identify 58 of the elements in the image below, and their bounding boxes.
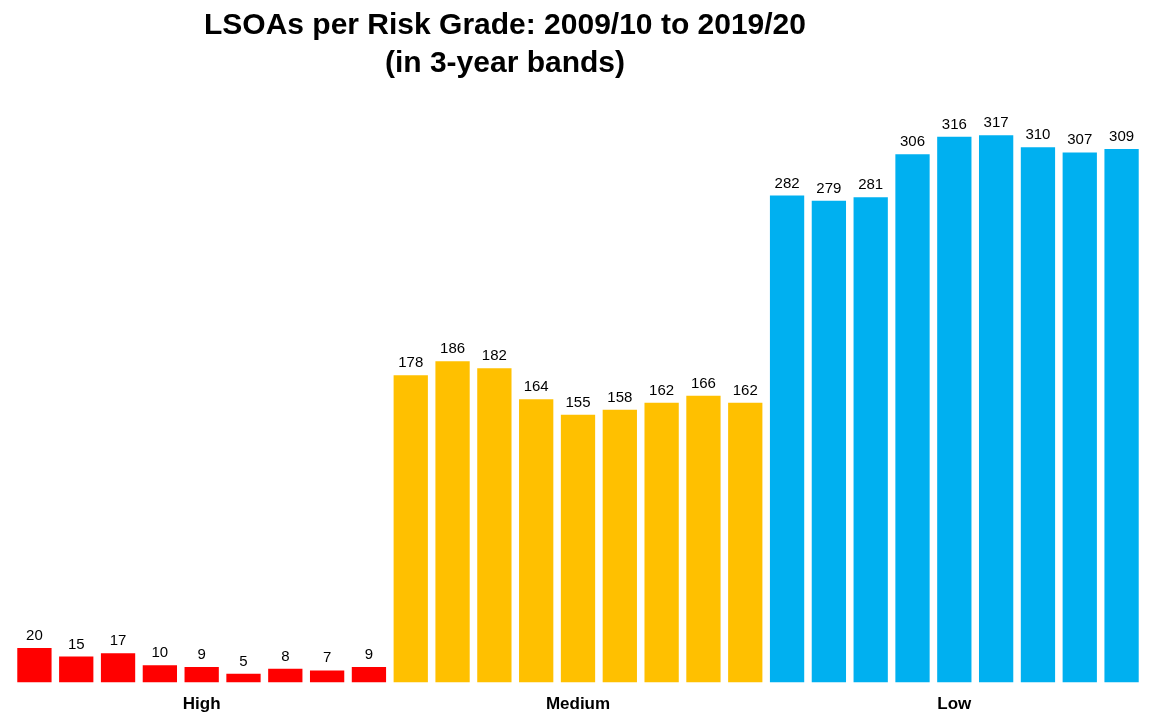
bar (644, 402, 679, 683)
bar (1020, 147, 1056, 683)
bar (309, 670, 345, 683)
data-label: 316 (941, 114, 967, 132)
x-tick-label: Low (937, 693, 973, 713)
data-label: 162 (732, 380, 758, 398)
bar (351, 666, 387, 683)
bar (435, 361, 470, 683)
bar (560, 414, 596, 683)
data-label: 166 (690, 373, 716, 391)
data-label: 164 (523, 377, 549, 395)
bar (226, 673, 261, 683)
bar (519, 399, 554, 683)
bar (686, 395, 721, 683)
data-label: 306 (899, 132, 926, 150)
bar (184, 666, 219, 683)
data-label: 310 (1025, 125, 1051, 143)
data-label: 15 (67, 634, 85, 652)
data-label: 317 (983, 113, 1009, 131)
bar (477, 368, 512, 683)
data-label: 307 (1067, 130, 1093, 148)
bar (811, 200, 847, 683)
data-label: 281 (858, 175, 884, 193)
data-label: 10 (151, 643, 169, 661)
data-label: 5 (239, 651, 248, 669)
data-label: 158 (607, 387, 633, 405)
chart-title: LSOAs per Risk Grade: 2009/10 to 2019/20 (in 3-year bands) (204, 6, 806, 80)
bar (1062, 152, 1097, 683)
data-label: 282 (774, 173, 800, 191)
bar (978, 135, 1014, 683)
bar (1104, 148, 1139, 683)
data-label: 20 (26, 625, 43, 643)
data-label: 279 (816, 178, 842, 196)
data-label: 178 (398, 353, 424, 371)
data-label: 7 (322, 648, 332, 666)
bar (393, 375, 428, 683)
bar (853, 197, 888, 683)
bar (895, 154, 930, 683)
bar (142, 665, 178, 683)
bar (937, 136, 972, 683)
data-label: 17 (109, 631, 127, 649)
data-label: 9 (364, 644, 374, 662)
data-label: 309 (1109, 126, 1135, 144)
x-tick-label: Medium (545, 693, 611, 713)
data-label: 182 (481, 346, 507, 364)
bar (17, 647, 52, 683)
data-label: 155 (565, 392, 591, 410)
bar (728, 402, 763, 683)
x-tick-label: High (182, 693, 221, 713)
bar (268, 668, 303, 683)
bar (100, 653, 136, 683)
data-label: 8 (281, 646, 290, 664)
data-label: 162 (649, 380, 675, 398)
bar (602, 409, 637, 683)
bar (59, 656, 94, 683)
bar (769, 195, 805, 683)
data-label: 9 (197, 644, 206, 662)
data-label: 186 (440, 339, 466, 357)
